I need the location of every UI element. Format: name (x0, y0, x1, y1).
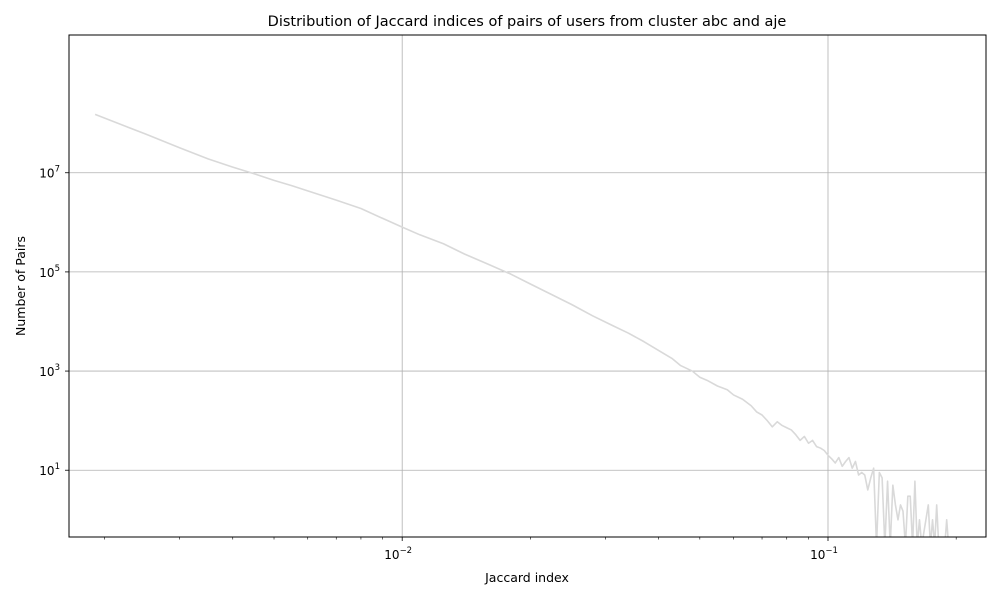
y-tick-label: 107 (39, 165, 60, 181)
series-line (94, 113, 949, 537)
y-tick-label: 101 (39, 462, 60, 478)
y-axis: 101 103 105 107 (39, 165, 69, 478)
x-axis-label: Jaccard index (484, 570, 569, 585)
y-axis-label: Number of Pairs (13, 236, 28, 336)
grid (69, 35, 986, 537)
y-tick-label: 103 (39, 363, 60, 379)
plot-frame (68, 34, 987, 538)
series-layer (94, 113, 949, 537)
chart-title: Distribution of Jaccard indices of pairs… (268, 14, 787, 30)
y-tick-label: 105 (39, 264, 60, 280)
x-tick-label: 10−1 (810, 546, 838, 562)
x-axis: 10−2 10−1 (104, 537, 957, 562)
x-tick-label: 10−2 (384, 546, 412, 562)
